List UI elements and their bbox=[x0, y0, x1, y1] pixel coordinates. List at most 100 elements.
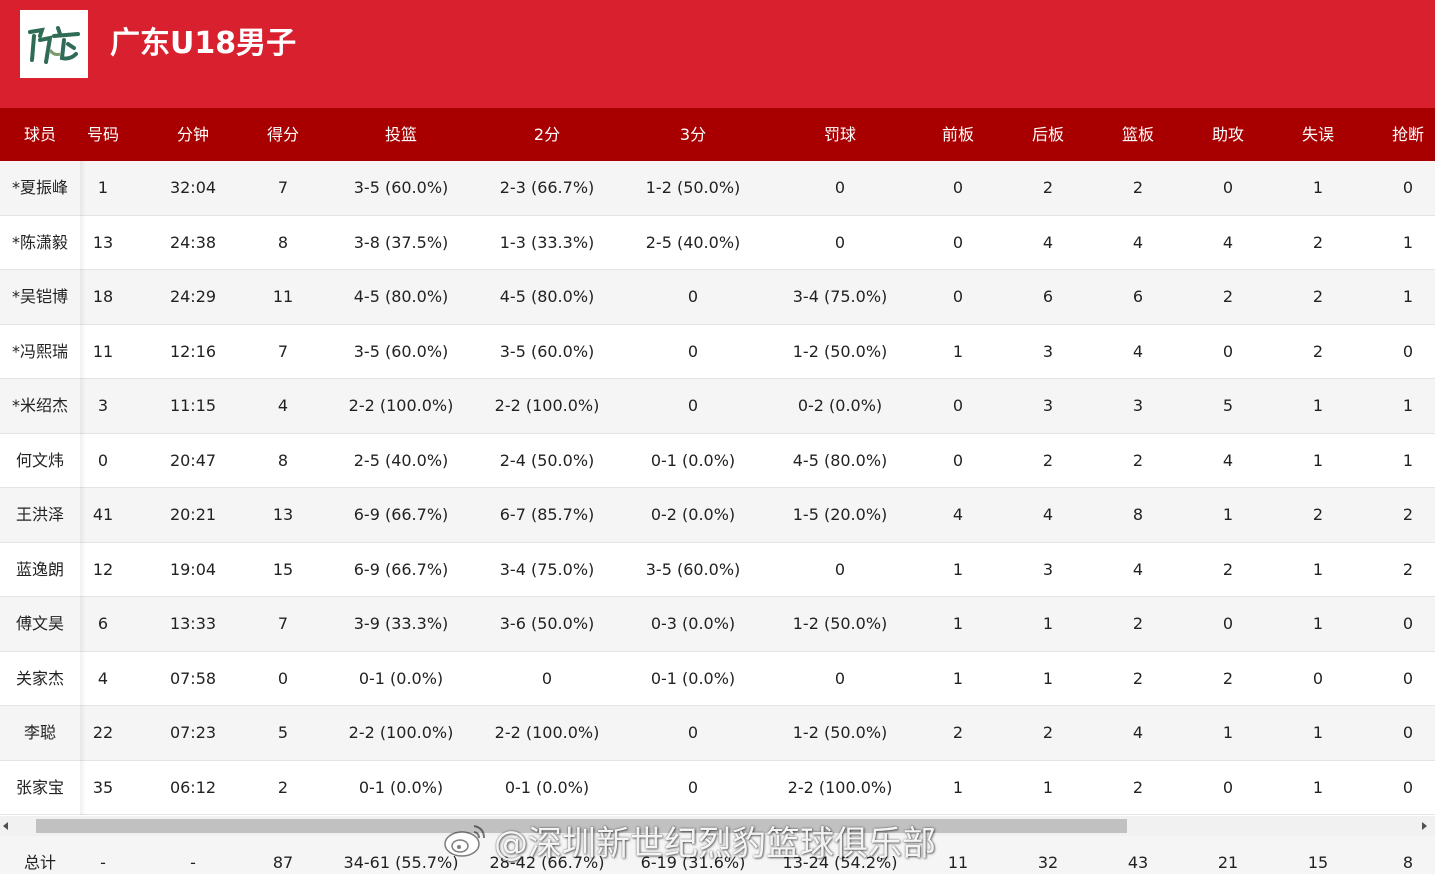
cell-rebounds: 4 bbox=[1132, 232, 1144, 252]
cell-field-goals: 3-8 (37.5%) bbox=[353, 232, 449, 252]
cell-two-pointers: 4-5 (80.0%) bbox=[499, 287, 595, 306]
cell-assists: 4 bbox=[1222, 232, 1234, 252]
cell-steals: 0 bbox=[1402, 777, 1414, 797]
cell-defensive-rebounds: 2 bbox=[1042, 723, 1054, 742]
cell-minutes: 32:04 bbox=[169, 178, 217, 197]
total-assists: 21 bbox=[1217, 853, 1239, 872]
cell-assists: 0 bbox=[1222, 777, 1234, 797]
cell-offensive-rebounds: 1 bbox=[952, 614, 964, 633]
table-header: 球员 号码 分钟 得分 投篮 2分 3分 罚球 前板 后板 篮板 助攻 失误 抢断 bbox=[0, 108, 1435, 161]
cell-points: 8 bbox=[277, 232, 289, 252]
cell-turnovers: 2 bbox=[1312, 505, 1324, 524]
player-row: *吴铠博 18 24:29 11 4-5 (80.0%) 4-5 (80.0%) 0 3-4 … bbox=[0, 270, 1435, 325]
cell-three-pointers: 0 bbox=[687, 287, 699, 306]
cell-steals: 2 bbox=[1402, 559, 1414, 579]
player-row: *陈潇毅 13 24:38 8 3-8 (37.5%) 1-3 (33.3%) 2-5 (4… bbox=[0, 215, 1435, 270]
cell-points: 8 bbox=[277, 450, 289, 470]
column-header-field-goals: 投篮 bbox=[384, 125, 417, 144]
total-jersey-number: - bbox=[100, 853, 106, 872]
cell-jersey-number: 13 bbox=[92, 232, 114, 252]
cell-three-pointers: 0 bbox=[687, 341, 699, 361]
column-header-assists: 助攻 bbox=[1211, 125, 1244, 144]
cell-turnovers: 1 bbox=[1312, 777, 1324, 797]
cell-offensive-rebounds: 0 bbox=[952, 178, 964, 197]
cell-two-pointers: 0 bbox=[541, 668, 553, 688]
cell-free-throws: 0 bbox=[834, 232, 846, 252]
total-points: 87 bbox=[272, 853, 294, 872]
cell-three-pointers: 2-5 (40.0%) bbox=[645, 232, 741, 252]
cell-two-pointers: 3-4 (75.0%) bbox=[499, 559, 595, 579]
cell-rebounds: 8 bbox=[1132, 505, 1144, 524]
cell-points: 7 bbox=[277, 178, 289, 197]
team-name: 广东U18男子 bbox=[110, 26, 297, 61]
player-row: 傅文昊 6 13:33 7 3-9 (33.3%) 3-6 (50.0%) 0-3 (0.0… bbox=[0, 597, 1435, 652]
cell-defensive-rebounds: 1 bbox=[1042, 777, 1054, 797]
cell-two-pointers: 3-6 (50.0%) bbox=[499, 614, 595, 633]
cell-free-throws: 3-4 (75.0%) bbox=[792, 287, 888, 306]
cell-player-name: *夏振峰 bbox=[11, 178, 68, 197]
cell-assists: 2 bbox=[1222, 287, 1234, 306]
cell-field-goals: 3-5 (60.0%) bbox=[353, 178, 449, 197]
scroll-thumb[interactable] bbox=[36, 819, 1127, 833]
scroll-right-icon[interactable] bbox=[1422, 822, 1427, 830]
cell-two-pointers: 2-2 (100.0%) bbox=[494, 723, 600, 742]
cell-defensive-rebounds: 1 bbox=[1042, 668, 1054, 688]
cell-defensive-rebounds: 1 bbox=[1042, 614, 1054, 633]
column-header-player-name: 球员 bbox=[23, 125, 56, 144]
cell-jersey-number: 18 bbox=[92, 287, 114, 306]
scroll-left-icon[interactable] bbox=[3, 822, 8, 830]
total-offensive-rebounds: 11 bbox=[947, 853, 969, 872]
player-row: *夏振峰 1 32:04 7 3-5 (60.0%) 2-3 (66.7%) 1-2 (50… bbox=[0, 161, 1435, 216]
cell-assists: 0 bbox=[1222, 178, 1234, 197]
cell-rebounds: 2 bbox=[1132, 614, 1144, 633]
cell-player-name: 李聪 bbox=[23, 723, 56, 742]
cell-turnovers: 2 bbox=[1312, 341, 1324, 361]
cell-points: 2 bbox=[277, 777, 289, 797]
cell-defensive-rebounds: 3 bbox=[1042, 341, 1054, 361]
cell-minutes: 07:23 bbox=[169, 723, 217, 742]
watermark-text: @深圳新世纪烈豹篮球俱乐部 bbox=[494, 823, 936, 864]
cell-free-throws: 1-2 (50.0%) bbox=[792, 614, 888, 633]
horizontal-scrollbar[interactable] bbox=[0, 816, 1435, 836]
total-two-pointers: 28-42 (66.7%) bbox=[489, 853, 605, 872]
cell-offensive-rebounds: 0 bbox=[952, 396, 964, 415]
cell-turnovers: 1 bbox=[1312, 396, 1324, 415]
cell-turnovers: 1 bbox=[1312, 614, 1324, 633]
cell-player-name: *米绍杰 bbox=[11, 396, 68, 415]
cell-free-throws: 0-2 (0.0%) bbox=[797, 396, 883, 415]
cell-rebounds: 4 bbox=[1132, 559, 1144, 579]
cell-player-name: 何文炜 bbox=[15, 450, 64, 470]
cell-points: 4 bbox=[277, 396, 289, 415]
cell-player-name: 关家杰 bbox=[15, 668, 64, 688]
cell-turnovers: 2 bbox=[1312, 287, 1324, 306]
cell-free-throws: 0 bbox=[834, 559, 846, 579]
cell-defensive-rebounds: 4 bbox=[1042, 505, 1054, 524]
player-row: 李聪 22 07:23 5 2-2 (100.0%) 2-2 (100.0%) 0 1-2 (… bbox=[0, 706, 1435, 761]
cell-field-goals: 6-9 (66.7%) bbox=[353, 505, 449, 524]
column-header-turnovers: 失误 bbox=[1301, 125, 1334, 144]
cell-offensive-rebounds: 1 bbox=[952, 341, 964, 361]
team-logo bbox=[20, 10, 88, 78]
cell-three-pointers: 0-1 (0.0%) bbox=[650, 668, 736, 688]
column-header-steals: 抢断 bbox=[1391, 125, 1424, 144]
cell-turnovers: 1 bbox=[1312, 178, 1324, 197]
cell-jersey-number: 22 bbox=[92, 723, 114, 742]
total-steals: 8 bbox=[1402, 853, 1414, 872]
cell-field-goals: 0-1 (0.0%) bbox=[358, 777, 444, 797]
total-rebounds: 43 bbox=[1127, 853, 1149, 872]
player-row: *冯熙瑞 11 12:16 7 3-5 (60.0%) 3-5 (60.0%) 0 1-2 (… bbox=[0, 324, 1435, 379]
cell-free-throws: 4-5 (80.0%) bbox=[792, 450, 888, 470]
cell-assists: 4 bbox=[1222, 450, 1234, 470]
cell-defensive-rebounds: 2 bbox=[1042, 178, 1054, 197]
cell-assists: 5 bbox=[1222, 396, 1234, 415]
cell-points: 7 bbox=[277, 341, 289, 361]
column-header-points: 得分 bbox=[266, 125, 299, 144]
cell-steals: 0 bbox=[1402, 614, 1414, 633]
total-defensive-rebounds: 32 bbox=[1037, 853, 1059, 872]
cell-points: 15 bbox=[272, 559, 294, 579]
cell-jersey-number: 35 bbox=[92, 777, 114, 797]
cell-offensive-rebounds: 2 bbox=[952, 723, 964, 742]
cell-three-pointers: 0 bbox=[687, 777, 699, 797]
cell-steals: 1 bbox=[1402, 232, 1414, 252]
cell-rebounds: 3 bbox=[1132, 396, 1144, 415]
